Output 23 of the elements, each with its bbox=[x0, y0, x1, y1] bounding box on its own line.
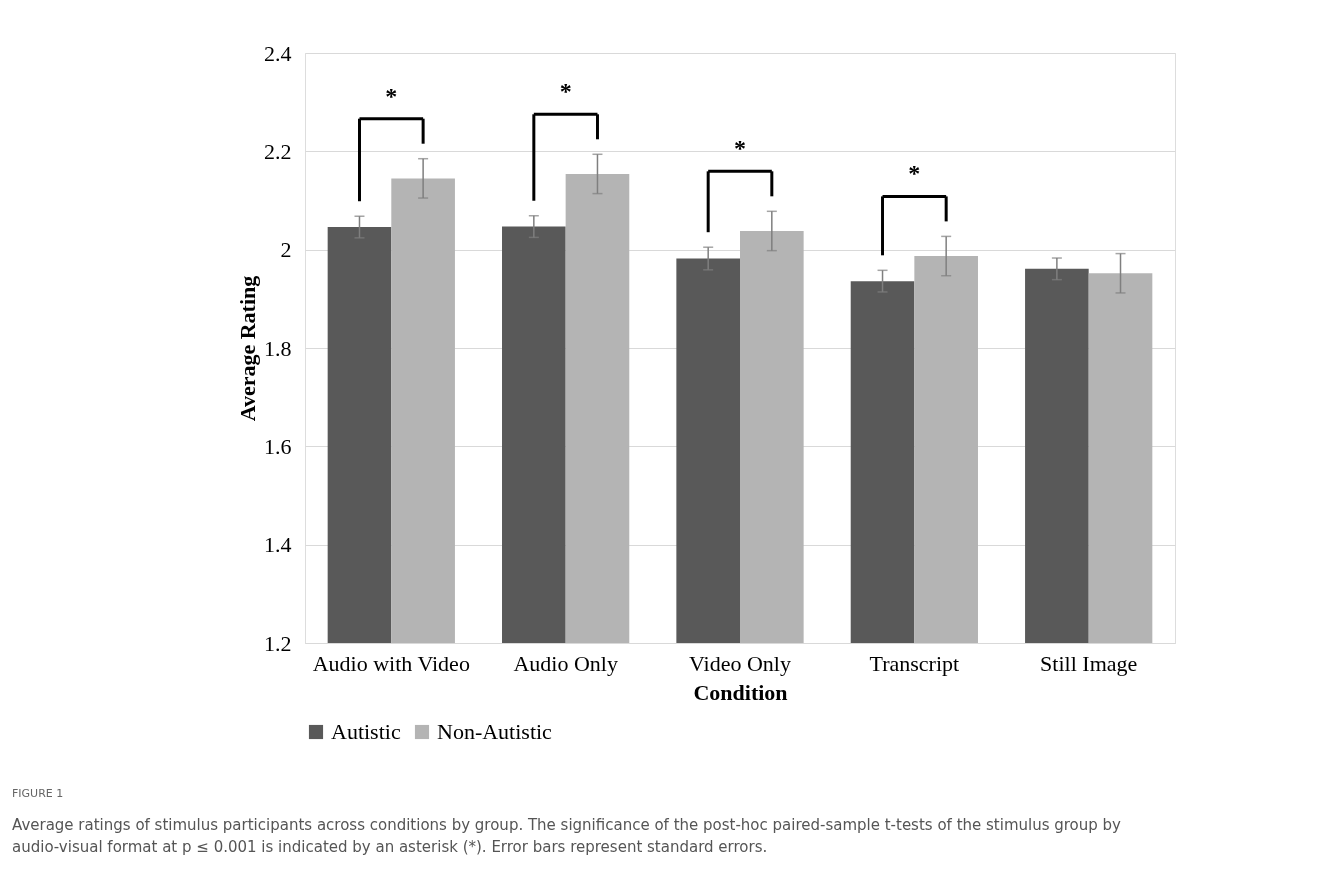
annotation: * bbox=[559, 78, 572, 105]
caption: FIGURE 1 bbox=[12, 787, 64, 800]
x-tick-label: Transcript bbox=[869, 650, 960, 676]
y-tick-label: 1.6 bbox=[264, 433, 292, 459]
y-tick-label: 1.8 bbox=[264, 335, 292, 361]
y-tick-label: 2 bbox=[280, 237, 292, 263]
x-tick-label: Audio Only bbox=[513, 650, 618, 676]
legend-label: Autistic bbox=[331, 719, 401, 744]
x-tick-label: Still Image bbox=[1040, 650, 1138, 676]
legend-label: Non-Autistic bbox=[437, 719, 553, 744]
y-tick-label: 2.4 bbox=[264, 40, 292, 66]
x-axis-title: Condition bbox=[693, 679, 788, 705]
text: audio-visual format at p ≤ 0.001 is indicated by an asterisk (*). Error bars represent standard errors. bbox=[12, 838, 768, 856]
y-tick-label: 1.2 bbox=[264, 630, 292, 656]
y-axis-title: Average Rating bbox=[235, 275, 260, 422]
annotation: * bbox=[734, 135, 746, 162]
x-tick-label: Audio with Video bbox=[312, 650, 470, 676]
annotation: * bbox=[385, 82, 398, 109]
y-tick-label: 2.2 bbox=[264, 138, 292, 164]
x-tick-label: Video Only bbox=[689, 650, 791, 676]
y-tick-label: 1.4 bbox=[264, 532, 292, 558]
text: Average ratings of stimulus participants across conditions by group. The significance of the post-hoc paired-sample t-tests of the stimulus group by bbox=[12, 816, 1122, 834]
annotation: * bbox=[908, 160, 921, 187]
